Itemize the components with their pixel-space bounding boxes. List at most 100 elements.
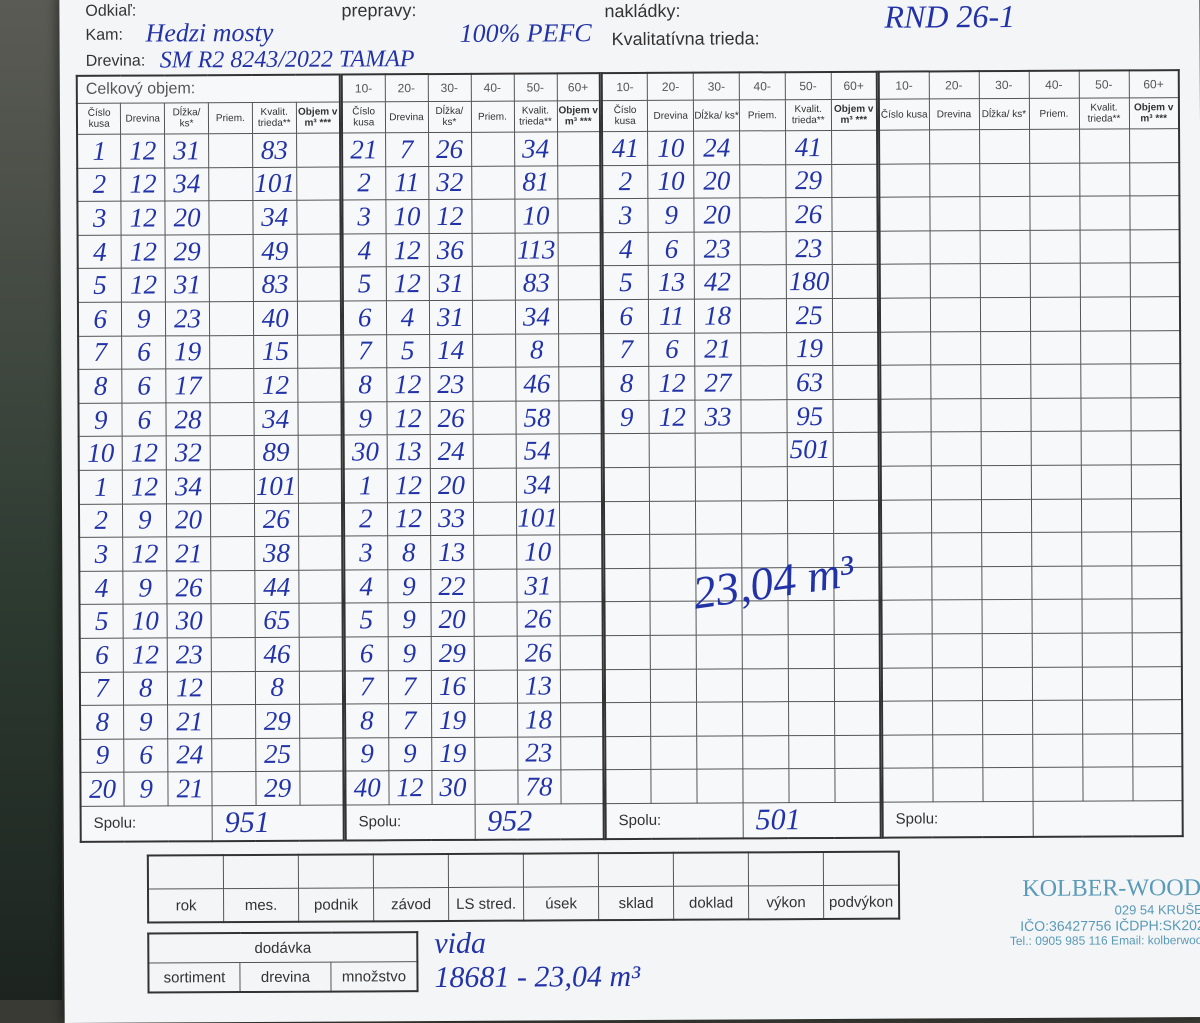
- tally-cell: 2: [602, 165, 649, 199]
- tally-cell: 9: [122, 503, 167, 538]
- tally-row: 1 12 34 101: [78, 468, 342, 504]
- tally-cell: [1079, 229, 1130, 264]
- tally-cell: [650, 668, 697, 703]
- tally-row: 7 8 12 8: [79, 670, 344, 706]
- column-header: Drevina: [384, 101, 429, 133]
- tally-cell: 11: [385, 166, 429, 200]
- delivery-table: dodávka sortiment drevina množstvo: [147, 931, 419, 994]
- tally-cell: [739, 164, 786, 199]
- tally-cell: [832, 298, 879, 333]
- tally-cell: 31: [165, 268, 210, 302]
- code-cell: [748, 852, 824, 886]
- tally-cell: [1132, 699, 1183, 734]
- tally-cell: [930, 398, 981, 433]
- tally-cell: [297, 401, 342, 436]
- tally-cell: 19: [165, 335, 210, 370]
- code-label: podvýkon: [823, 885, 900, 920]
- column-header: Kvalit. trieda**: [252, 102, 297, 134]
- tally-cell: 20: [429, 468, 473, 503]
- tally-cell: 3: [342, 199, 386, 234]
- tally-cell: 3: [602, 198, 649, 233]
- tally-cell: 40: [345, 771, 389, 805]
- tally-cell: 34: [514, 299, 559, 334]
- tally-cell: 113: [514, 232, 558, 267]
- tally-cell: 20: [166, 503, 211, 538]
- tally-row: 5 12 31 83: [77, 267, 341, 303]
- delivery-title: dodávka: [148, 932, 418, 964]
- tally-cell: [834, 768, 881, 803]
- tally-cell: [979, 230, 1030, 265]
- tally-cell: [834, 734, 881, 769]
- tally-cell: 26: [428, 132, 472, 167]
- tally-row: [605, 701, 881, 737]
- company-name: KOLBER-WOOD, s.r.o.: [1022, 874, 1200, 902]
- tally-cell: 15: [253, 334, 298, 369]
- tally-cell: 29: [255, 704, 300, 739]
- tally-cell: 8: [515, 333, 559, 368]
- tally-cell: 26: [254, 502, 299, 537]
- tally-cell: [1029, 229, 1080, 264]
- tally-cell: [209, 335, 254, 369]
- tally-cell: [980, 465, 1031, 500]
- tally-cell: 29: [165, 234, 210, 269]
- tally-cell: [296, 133, 341, 167]
- tally-cell: 12: [121, 167, 166, 202]
- tally-cell: [298, 536, 343, 570]
- tally-cell: [831, 230, 878, 265]
- tally-cell: [833, 600, 880, 635]
- tally-row: 10 12 32 89: [78, 435, 342, 471]
- tally-cell: [695, 500, 742, 535]
- tally-cell: [557, 165, 601, 200]
- tally-row: [880, 430, 1181, 467]
- tally-cell: 23: [167, 637, 212, 672]
- tally-cell: [980, 330, 1031, 365]
- column-header: Objem v m³ ***: [556, 100, 601, 132]
- tally-row: 8 6 17 12: [78, 368, 342, 404]
- tally-cell: [930, 364, 981, 399]
- tally-cell: [981, 599, 1032, 634]
- tally-row: 5 10 30 65: [79, 603, 343, 639]
- tally-row: [881, 565, 1182, 601]
- tally-cell: [559, 601, 603, 636]
- tally-row: 4 12 29 49: [77, 233, 341, 269]
- tally-cell: [1130, 464, 1181, 499]
- tally-cell: [558, 366, 602, 401]
- tally-cell: [1081, 666, 1133, 701]
- tally-cell: 31: [428, 300, 473, 335]
- tally-cell: 12: [386, 502, 431, 536]
- tally-cell: [557, 299, 602, 334]
- tally-cell: 6: [122, 402, 167, 437]
- tally-cell: [208, 200, 253, 235]
- tally-cell: [1129, 229, 1180, 264]
- tally-cell: [742, 735, 789, 770]
- tally-cell: 32: [428, 165, 472, 200]
- tally-cell: 12: [385, 233, 429, 268]
- tally-cell: 54: [515, 434, 559, 469]
- tally-cell: 34: [514, 131, 558, 166]
- tally-cell: [472, 501, 517, 536]
- tally-cell: [604, 534, 651, 569]
- tally-row: [880, 498, 1182, 534]
- code-label: sklad: [598, 886, 674, 921]
- tally-cell: 10: [647, 131, 694, 166]
- tally-cell: [1030, 431, 1081, 466]
- range-label: 50-: [513, 73, 557, 102]
- quality-label: Kvalitatívna trieda:: [611, 28, 760, 50]
- tally-cell: 7: [388, 703, 432, 738]
- tally-row: 2 12 34 101: [77, 166, 341, 202]
- tally-cell: 10: [78, 436, 123, 471]
- tally-cell: [931, 532, 982, 567]
- tally-cell: [742, 668, 789, 703]
- tally-cell: [1032, 700, 1083, 735]
- tally-row: [603, 466, 879, 502]
- tally-cell: 36: [428, 233, 472, 267]
- tally-cell: [558, 333, 602, 368]
- tally-cell: [740, 298, 787, 333]
- tally-row: 4 9 26 44: [79, 569, 343, 605]
- tally-cell: [882, 701, 933, 735]
- tally-cell: [471, 266, 515, 301]
- tally-cell: [210, 469, 255, 504]
- code-label: výkon: [748, 885, 824, 920]
- tally-cell: [472, 367, 516, 402]
- tally-block: Celkový objem: Číslo kusa Drevina Dĺžka/ ks…: [75, 73, 345, 843]
